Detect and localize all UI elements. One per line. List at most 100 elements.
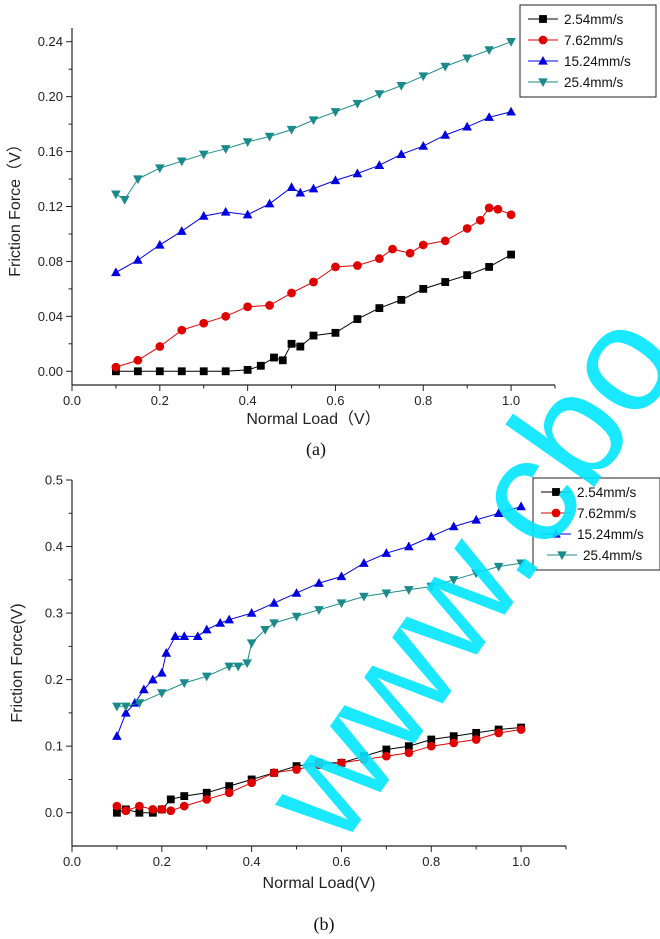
- data-point: [426, 582, 437, 592]
- data-point: [246, 639, 257, 649]
- data-point: [381, 751, 391, 761]
- data-point: [359, 755, 369, 764]
- data-point: [177, 325, 187, 335]
- data-point: [382, 745, 391, 754]
- data-point: [192, 631, 203, 641]
- data-point: [157, 805, 167, 814]
- data-point: [426, 741, 436, 751]
- data-point: [403, 541, 414, 551]
- y-tick-label: 0.16: [38, 144, 63, 159]
- x-axis-label: Normal Load(V): [263, 875, 376, 892]
- data-point: [270, 353, 278, 362]
- data-point: [309, 277, 318, 287]
- data-point: [462, 54, 473, 64]
- data-point: [269, 768, 279, 778]
- data-point: [292, 765, 301, 774]
- data-point: [493, 562, 504, 572]
- series-7.62mm/s: [111, 203, 516, 372]
- legend-marker: [551, 508, 561, 518]
- data-point: [243, 302, 253, 312]
- data-point: [448, 576, 459, 585]
- data-point: [388, 244, 397, 254]
- data-point: [291, 588, 302, 597]
- series-line: [116, 727, 522, 814]
- caption-b: (b): [314, 914, 335, 935]
- data-point: [419, 284, 428, 293]
- data-point: [449, 738, 459, 748]
- legend-marker: [538, 78, 548, 88]
- data-point: [176, 157, 187, 167]
- data-point: [166, 806, 176, 816]
- legend-marker: [539, 15, 547, 23]
- data-point: [405, 248, 415, 258]
- x-tick-label: 1.0: [512, 854, 530, 869]
- data-point: [156, 667, 167, 677]
- y-tick-label: 0.4: [45, 539, 63, 554]
- data-point: [314, 606, 324, 615]
- data-point: [337, 758, 346, 768]
- panel-a: 0.0 0.2 0.4 0.6 0.8 1.0 0.00 0.04 0.08 0.12 0.16 0.…: [6, 4, 657, 428]
- data-point: [286, 182, 297, 191]
- data-point: [381, 548, 392, 557]
- data-point: [404, 748, 414, 758]
- data-point: [166, 795, 175, 804]
- data-point: [308, 116, 319, 126]
- legend-label: 2.54mm/s: [577, 485, 637, 500]
- legend-marker: [551, 528, 561, 538]
- data-point: [287, 288, 296, 298]
- data-point: [133, 367, 142, 376]
- data-point: [403, 586, 414, 595]
- x-tick-label: 0.4: [243, 854, 261, 869]
- data-point: [484, 112, 494, 121]
- data-point: [112, 731, 122, 740]
- data-point: [471, 735, 481, 744]
- series-15.24mm/s: [111, 106, 516, 277]
- data-point: [374, 90, 385, 99]
- data-point: [440, 62, 451, 72]
- data-point: [133, 355, 143, 365]
- y-tick-label: 0.08: [38, 254, 63, 269]
- data-point: [201, 624, 212, 634]
- legend-label: 25.4mm/s: [564, 75, 624, 90]
- panel-b: 0.0 0.2 0.4 0.6 0.8 1.0 0.0 0.1 0.2 0.3 0.4 0.5 Norm…: [9, 473, 660, 892]
- x-tick-label: 0.6: [326, 393, 344, 408]
- data-point: [471, 569, 482, 579]
- x-tick-label: 0.8: [422, 854, 440, 869]
- data-point: [448, 521, 459, 531]
- data-point: [199, 318, 209, 328]
- y-tick-label: 0.20: [38, 89, 63, 104]
- data-point: [225, 782, 234, 791]
- data-point: [177, 367, 186, 376]
- y-tick-label: 0.5: [45, 473, 63, 488]
- data-point: [256, 361, 265, 370]
- data-point: [133, 254, 143, 264]
- data-point: [264, 132, 275, 142]
- data-point: [291, 612, 302, 622]
- data-point: [296, 342, 305, 351]
- data-point: [506, 210, 516, 220]
- legend-marker: [538, 55, 548, 65]
- data-point: [201, 672, 212, 682]
- data-point: [287, 339, 296, 348]
- data-point: [353, 261, 362, 270]
- data-point: [221, 367, 230, 376]
- data-point: [396, 81, 407, 91]
- data-point: [121, 806, 131, 816]
- data-point: [179, 679, 190, 689]
- data-point: [374, 254, 384, 264]
- data-point: [286, 125, 297, 135]
- y-tick-label: 0.12: [38, 199, 63, 214]
- legend-label: 7.62mm/s: [564, 33, 624, 48]
- data-point: [155, 342, 165, 351]
- data-point: [202, 795, 212, 804]
- legend-label: 7.62mm/s: [577, 506, 637, 521]
- data-point: [472, 728, 481, 737]
- legend-label: 2.54mm/s: [564, 12, 624, 27]
- data-point: [156, 689, 167, 699]
- data-point: [260, 626, 270, 635]
- data-point: [484, 46, 494, 56]
- data-point: [133, 175, 143, 185]
- caption-a: (a): [306, 439, 326, 460]
- legend: 2.54mm/s 7.62mm/s 15.24mm/s 25.4mm/s: [532, 477, 660, 571]
